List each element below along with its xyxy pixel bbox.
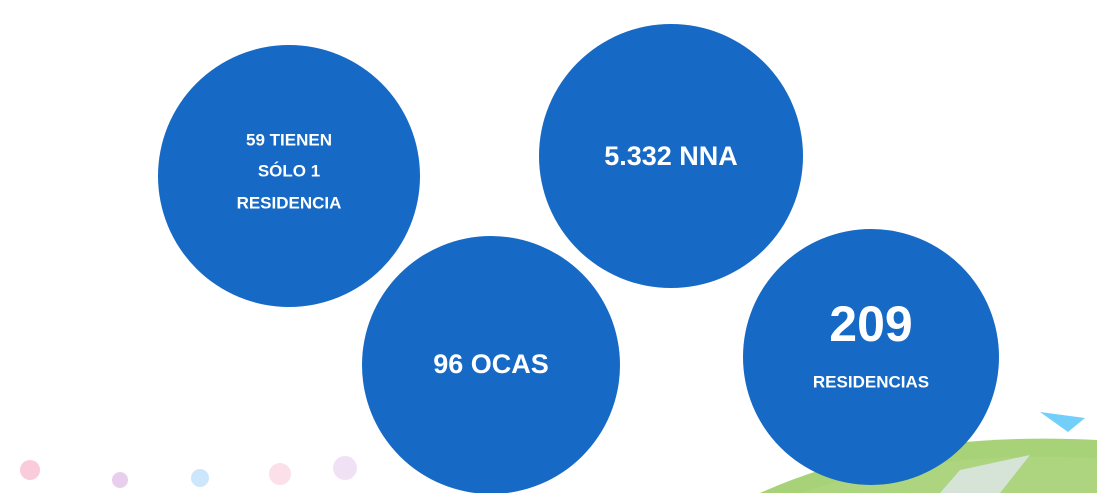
paper-plane xyxy=(1040,412,1085,432)
circle-text: RESIDENCIA xyxy=(237,193,342,212)
dot xyxy=(269,463,291,485)
infographic: 59 TIENEN SÓLO 1 RESIDENCIA 5.332 NNA 96… xyxy=(0,0,1097,493)
circle-shape xyxy=(743,229,999,485)
circle-text: 96 OCAS xyxy=(433,349,549,379)
circle-text: 5.332 NNA xyxy=(604,141,738,171)
dot xyxy=(333,456,357,480)
circle: 209 RESIDENCIAS xyxy=(743,229,999,485)
decoration-left xyxy=(20,456,357,488)
circle-text: RESIDENCIAS xyxy=(813,372,929,391)
circle-text: SÓLO 1 xyxy=(258,161,320,180)
circle: 96 OCAS xyxy=(362,236,620,493)
circle: 5.332 NNA xyxy=(539,24,803,288)
circle-text: 209 xyxy=(829,296,912,352)
dot xyxy=(20,460,40,480)
dot xyxy=(112,472,128,488)
dot xyxy=(191,469,209,487)
circle-text: 59 TIENEN xyxy=(246,130,332,149)
circle: 59 TIENEN SÓLO 1 RESIDENCIA xyxy=(158,45,420,307)
